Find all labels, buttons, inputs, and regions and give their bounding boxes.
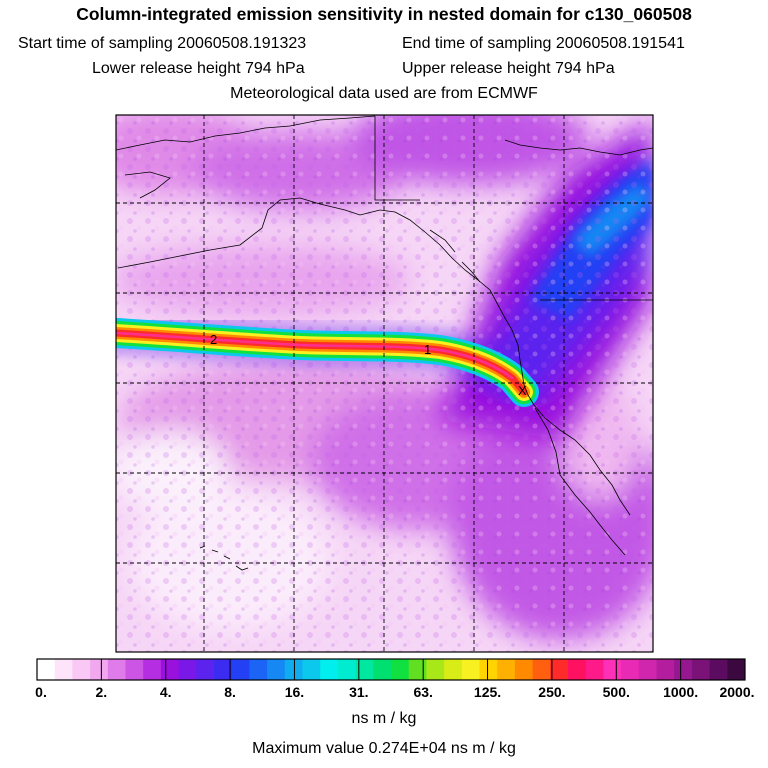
- color-swatch: [337, 659, 356, 680]
- color-swatch: [267, 659, 286, 680]
- color-scale-tick-label: 8.: [224, 684, 236, 700]
- color-swatch: [461, 659, 480, 680]
- day-marker-2: 2: [210, 332, 217, 347]
- color-scale-tick-label: 16.: [284, 684, 305, 700]
- color-swatch: [408, 659, 427, 680]
- color-swatch: [585, 659, 604, 680]
- color-scale-tick-label: 63.: [413, 684, 433, 700]
- graticule: [116, 115, 653, 652]
- color-swatch: [90, 659, 109, 680]
- color-swatch: [231, 659, 250, 680]
- color-swatch: [638, 659, 657, 680]
- color-scale-tick-label: 0.: [35, 684, 47, 700]
- color-swatch: [674, 659, 693, 680]
- color-swatch: [656, 659, 675, 680]
- color-swatch: [178, 659, 197, 680]
- sensitivity-field: [116, 115, 653, 652]
- color-swatch: [709, 659, 728, 680]
- color-swatch: [107, 659, 126, 680]
- color-scale-tick-label: 2000.: [719, 684, 755, 700]
- met-data-info: Meteorological data used are from ECMWF: [230, 85, 538, 102]
- color-swatch: [691, 659, 710, 680]
- color-scale-tick-label: 31.: [349, 684, 369, 700]
- color-swatch: [621, 659, 640, 680]
- color-scale-tick-label: 2.: [95, 684, 108, 700]
- color-swatch: [550, 659, 569, 680]
- color-swatch: [568, 659, 587, 680]
- maximum-value: Maximum value 0.274E+04 ns m / kg: [252, 740, 516, 757]
- color-swatch: [196, 659, 215, 680]
- color-swatch: [320, 659, 339, 680]
- color-swatch: [373, 659, 392, 680]
- color-swatch: [284, 659, 303, 680]
- color-swatch: [514, 659, 533, 680]
- color-swatch: [249, 659, 268, 680]
- color-scale-tick-label: 500.: [602, 684, 630, 700]
- color-swatch: [497, 659, 516, 680]
- coastlines: [116, 115, 653, 571]
- color-scale-tick-label: 250.: [538, 684, 566, 700]
- day-marker-1: 1: [424, 342, 431, 357]
- color-swatch: [302, 659, 321, 680]
- color-swatch: [143, 659, 162, 680]
- color-swatch: [37, 659, 56, 680]
- color-swatch: [444, 659, 463, 680]
- color-swatch: [72, 659, 91, 680]
- release-upper: Upper release height 794 hPa: [402, 60, 615, 77]
- receptor-marker: X: [518, 383, 527, 398]
- sampling-start: Start time of sampling 20060508.191323: [18, 35, 307, 52]
- color-swatch: [125, 659, 144, 680]
- color-swatch: [479, 659, 498, 680]
- plot-title: Column-integrated emission sensitivity i…: [76, 4, 692, 24]
- color-swatch: [214, 659, 233, 680]
- color-swatch: [160, 659, 179, 680]
- release-lower: Lower release height 794 hPa: [92, 60, 305, 77]
- color-scale-tick-label: 1000.: [663, 684, 699, 700]
- color-scale-units: ns m / kg: [351, 710, 417, 727]
- sampling-end: End time of sampling 20060508.191541: [402, 35, 685, 52]
- color-swatch: [391, 659, 410, 680]
- color-swatch: [532, 659, 551, 680]
- color-swatch: [355, 659, 374, 680]
- color-scale-tick-label: 4.: [159, 684, 172, 700]
- color-scale-frame: [36, 658, 746, 681]
- color-swatch: [727, 659, 746, 680]
- color-swatch: [54, 659, 73, 680]
- map-frame: [115, 114, 654, 653]
- color-swatch: [603, 659, 622, 680]
- color-swatch: [426, 659, 445, 680]
- color-scale-tick-label: 125.: [473, 684, 502, 700]
- color-scale-bar: [36, 658, 746, 681]
